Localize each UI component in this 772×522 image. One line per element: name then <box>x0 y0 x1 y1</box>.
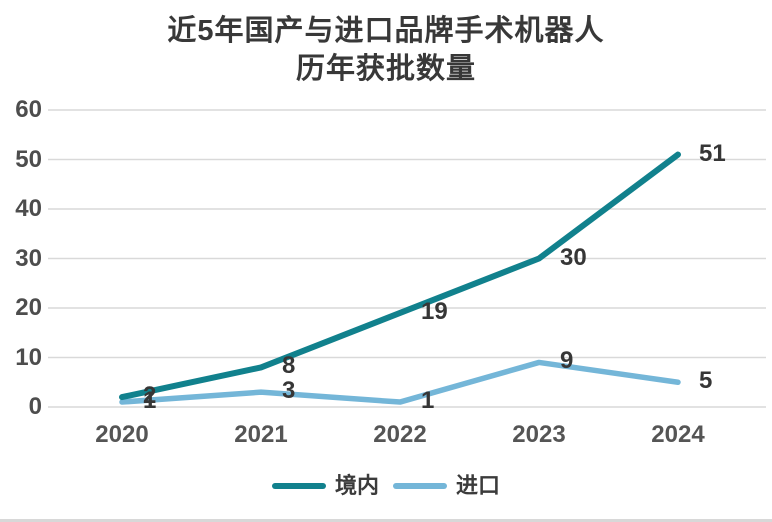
series-line-imported <box>119 359 681 405</box>
y-axis-tick-label: 10 <box>15 343 42 371</box>
data-label-domestic: 19 <box>421 297 448 325</box>
x-axis-tick-label: 2022 <box>373 421 427 448</box>
chart-title-line1: 近5年国产与进口品牌手术机器人 <box>167 15 605 47</box>
legend-swatch-imported <box>393 483 447 489</box>
legend: 境内 进口 <box>0 474 772 498</box>
x-axis-tick-label: 2021 <box>234 421 288 448</box>
legend-item-imported: 进口 <box>393 474 500 498</box>
legend-swatch-domestic <box>271 483 326 489</box>
chart-title-line2: 历年获批数量 <box>295 53 476 85</box>
x-axis-tick-label: 2024 <box>651 421 705 448</box>
data-label-domestic: 30 <box>560 243 587 271</box>
chart-title: 近5年国产与进口品牌手术机器人 历年获批数量 <box>0 12 772 88</box>
data-label-imported: 5 <box>699 367 713 395</box>
y-axis-tick-label: 20 <box>15 294 42 321</box>
data-label-imported: 1 <box>421 387 435 415</box>
data-label-imported: 9 <box>560 347 574 375</box>
series-line-domestic <box>119 151 681 401</box>
data-label-imported: 3 <box>282 377 296 405</box>
x-axis-tick-label: 2023 <box>512 421 566 448</box>
legend-item-domestic: 境内 <box>271 473 379 498</box>
legend-label-imported: 进口 <box>456 473 501 498</box>
bottom-divider <box>0 519 772 522</box>
data-label-domestic: 51 <box>699 139 726 167</box>
y-axis-tick-label: 60 <box>15 96 42 123</box>
data-label-domestic: 8 <box>282 352 296 380</box>
y-axis-tick-label: 30 <box>15 244 42 272</box>
x-axis-tick-label: 2020 <box>95 421 149 448</box>
data-label-domestic: 2 <box>143 382 157 410</box>
y-axis-tick-label: 0 <box>28 393 42 420</box>
legend-label-domestic: 境内 <box>334 473 379 498</box>
y-axis-tick-label: 50 <box>15 145 42 173</box>
y-axis-tick-label: 40 <box>15 195 42 222</box>
data-label-imported: 1 <box>143 387 157 415</box>
